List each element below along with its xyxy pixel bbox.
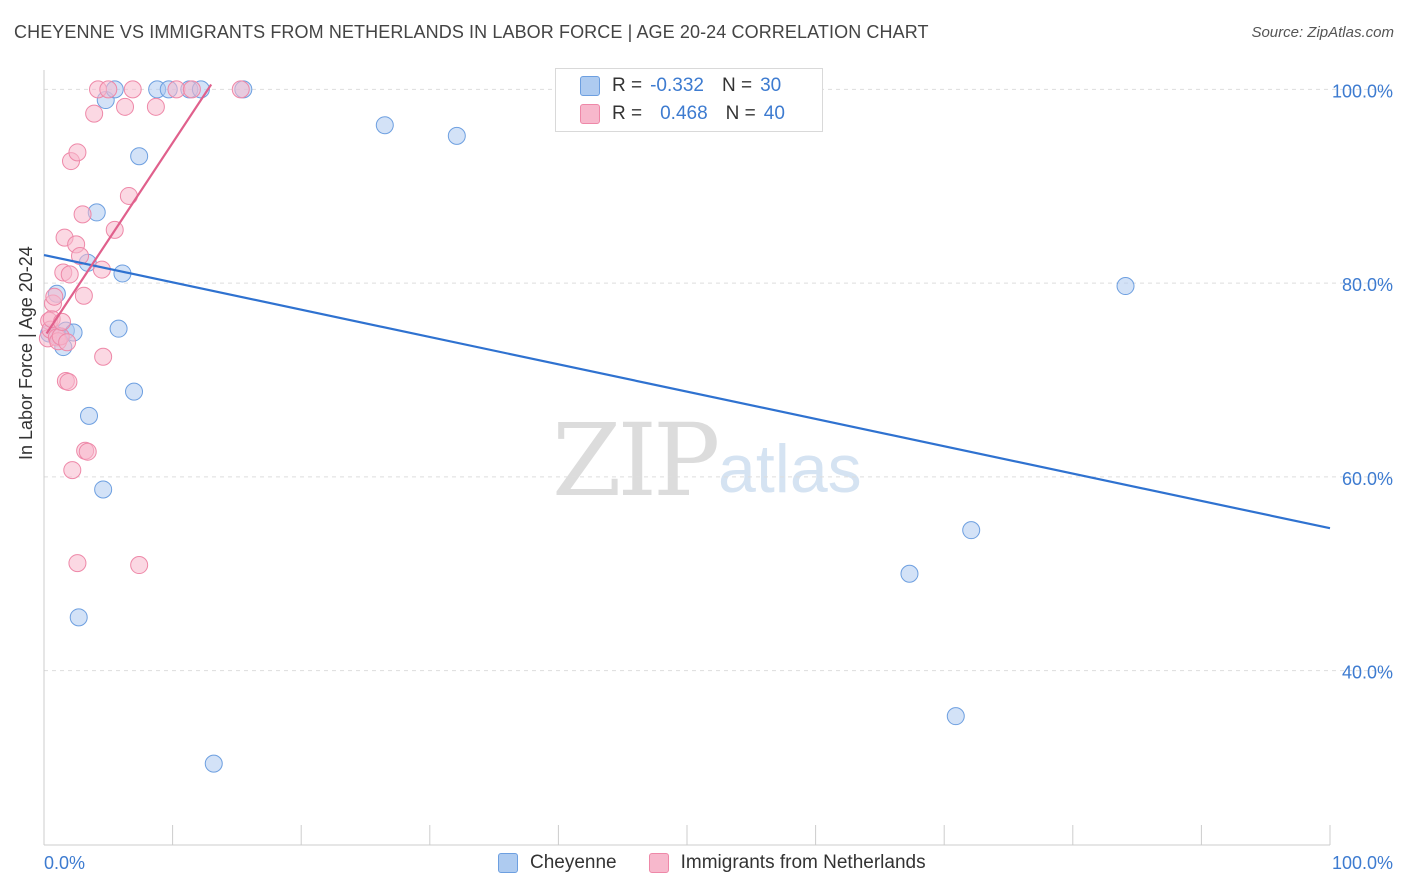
netherlands-point	[74, 286, 93, 305]
cheyenne-n-value: 30	[760, 75, 782, 96]
cheyenne-swatch	[580, 76, 600, 96]
cheyenne-point	[125, 382, 144, 401]
netherlands-point	[59, 372, 78, 391]
netherlands-point	[130, 556, 149, 575]
netherlands-legend-swatch	[648, 853, 669, 873]
cheyenne-legend-label: Cheyenne	[530, 852, 617, 873]
cheyenne-r-value: -0.332	[650, 75, 704, 96]
cheyenne-point	[204, 754, 223, 773]
cheyenne-legend-swatch	[498, 853, 518, 873]
netherlands-point	[63, 461, 82, 480]
y-axis-label: In Labor Force | Age 20-24	[16, 246, 36, 460]
cheyenne-point	[962, 521, 981, 540]
netherlands-point	[85, 104, 104, 123]
netherlands-point	[99, 80, 118, 99]
netherlands-point	[73, 205, 92, 224]
cheyenne-point	[900, 564, 919, 583]
y-tick-label: 100.0%	[1332, 81, 1393, 101]
netherlands-point	[58, 333, 77, 352]
netherlands-n-label: N =	[725, 103, 756, 124]
correlation-legend: R = -0.332 N = 30 R = 0.468 N = 40	[555, 68, 823, 132]
cheyenne-point	[109, 319, 128, 338]
cheyenne-point	[69, 608, 88, 627]
netherlands-point	[116, 97, 135, 116]
cheyenne-point	[447, 126, 466, 145]
legend-item-netherlands[interactable]: Immigrants from Netherlands	[648, 852, 926, 874]
netherlands-point	[182, 80, 201, 99]
cheyenne-r-label: R =	[612, 75, 643, 96]
cheyenne-point	[1116, 277, 1135, 296]
series-legend: Cheyenne Immigrants from Netherlands	[498, 852, 958, 874]
source-credit: Source: ZipAtlas.com	[1251, 24, 1394, 41]
chart-title: CHEYENNE VS IMMIGRANTS FROM NETHERLANDS …	[14, 22, 929, 42]
netherlands-point	[94, 347, 113, 366]
watermark-zip: ZIP	[552, 402, 720, 519]
cheyenne-trend-line	[43, 253, 1331, 530]
netherlands-trend-line	[45, 83, 213, 335]
netherlands-legend-label: Immigrants from Netherlands	[680, 852, 926, 873]
netherlands-n-value: 40	[763, 103, 785, 124]
netherlands-point	[71, 247, 90, 265]
legend-item-cheyenne[interactable]: Cheyenne	[498, 852, 617, 874]
cheyenne-n-label: N =	[721, 75, 753, 96]
y-tick-label: 40.0%	[1342, 663, 1393, 683]
legend-row-netherlands: R = 0.468 N = 40	[580, 101, 785, 127]
netherlands-point	[68, 143, 87, 162]
netherlands-point	[167, 80, 186, 99]
cheyenne-point	[80, 406, 99, 425]
cheyenne-point	[130, 147, 149, 166]
x-tick-label-min: 0.0%	[44, 853, 85, 873]
netherlands-point	[78, 442, 97, 461]
y-tick-label: 80.0%	[1342, 275, 1393, 295]
netherlands-swatch	[580, 104, 600, 124]
netherlands-point	[68, 554, 87, 573]
netherlands-point	[231, 80, 250, 99]
x-tick-label-max: 100.0%	[1332, 853, 1393, 873]
legend-row-cheyenne: R = -0.332 N = 30	[580, 73, 781, 99]
netherlands-point	[146, 97, 165, 116]
y-tick-label: 60.0%	[1342, 469, 1393, 489]
cheyenne-point	[946, 707, 965, 726]
cheyenne-point	[94, 480, 113, 499]
cheyenne-point	[375, 116, 394, 135]
netherlands-r-label: R =	[612, 103, 643, 124]
netherlands-point	[45, 287, 64, 306]
netherlands-r-value: 0.468	[660, 103, 708, 124]
netherlands-point	[53, 312, 72, 331]
watermark-atlas: atlas	[718, 431, 862, 507]
netherlands-point	[123, 80, 142, 99]
netherlands-point	[60, 265, 79, 284]
